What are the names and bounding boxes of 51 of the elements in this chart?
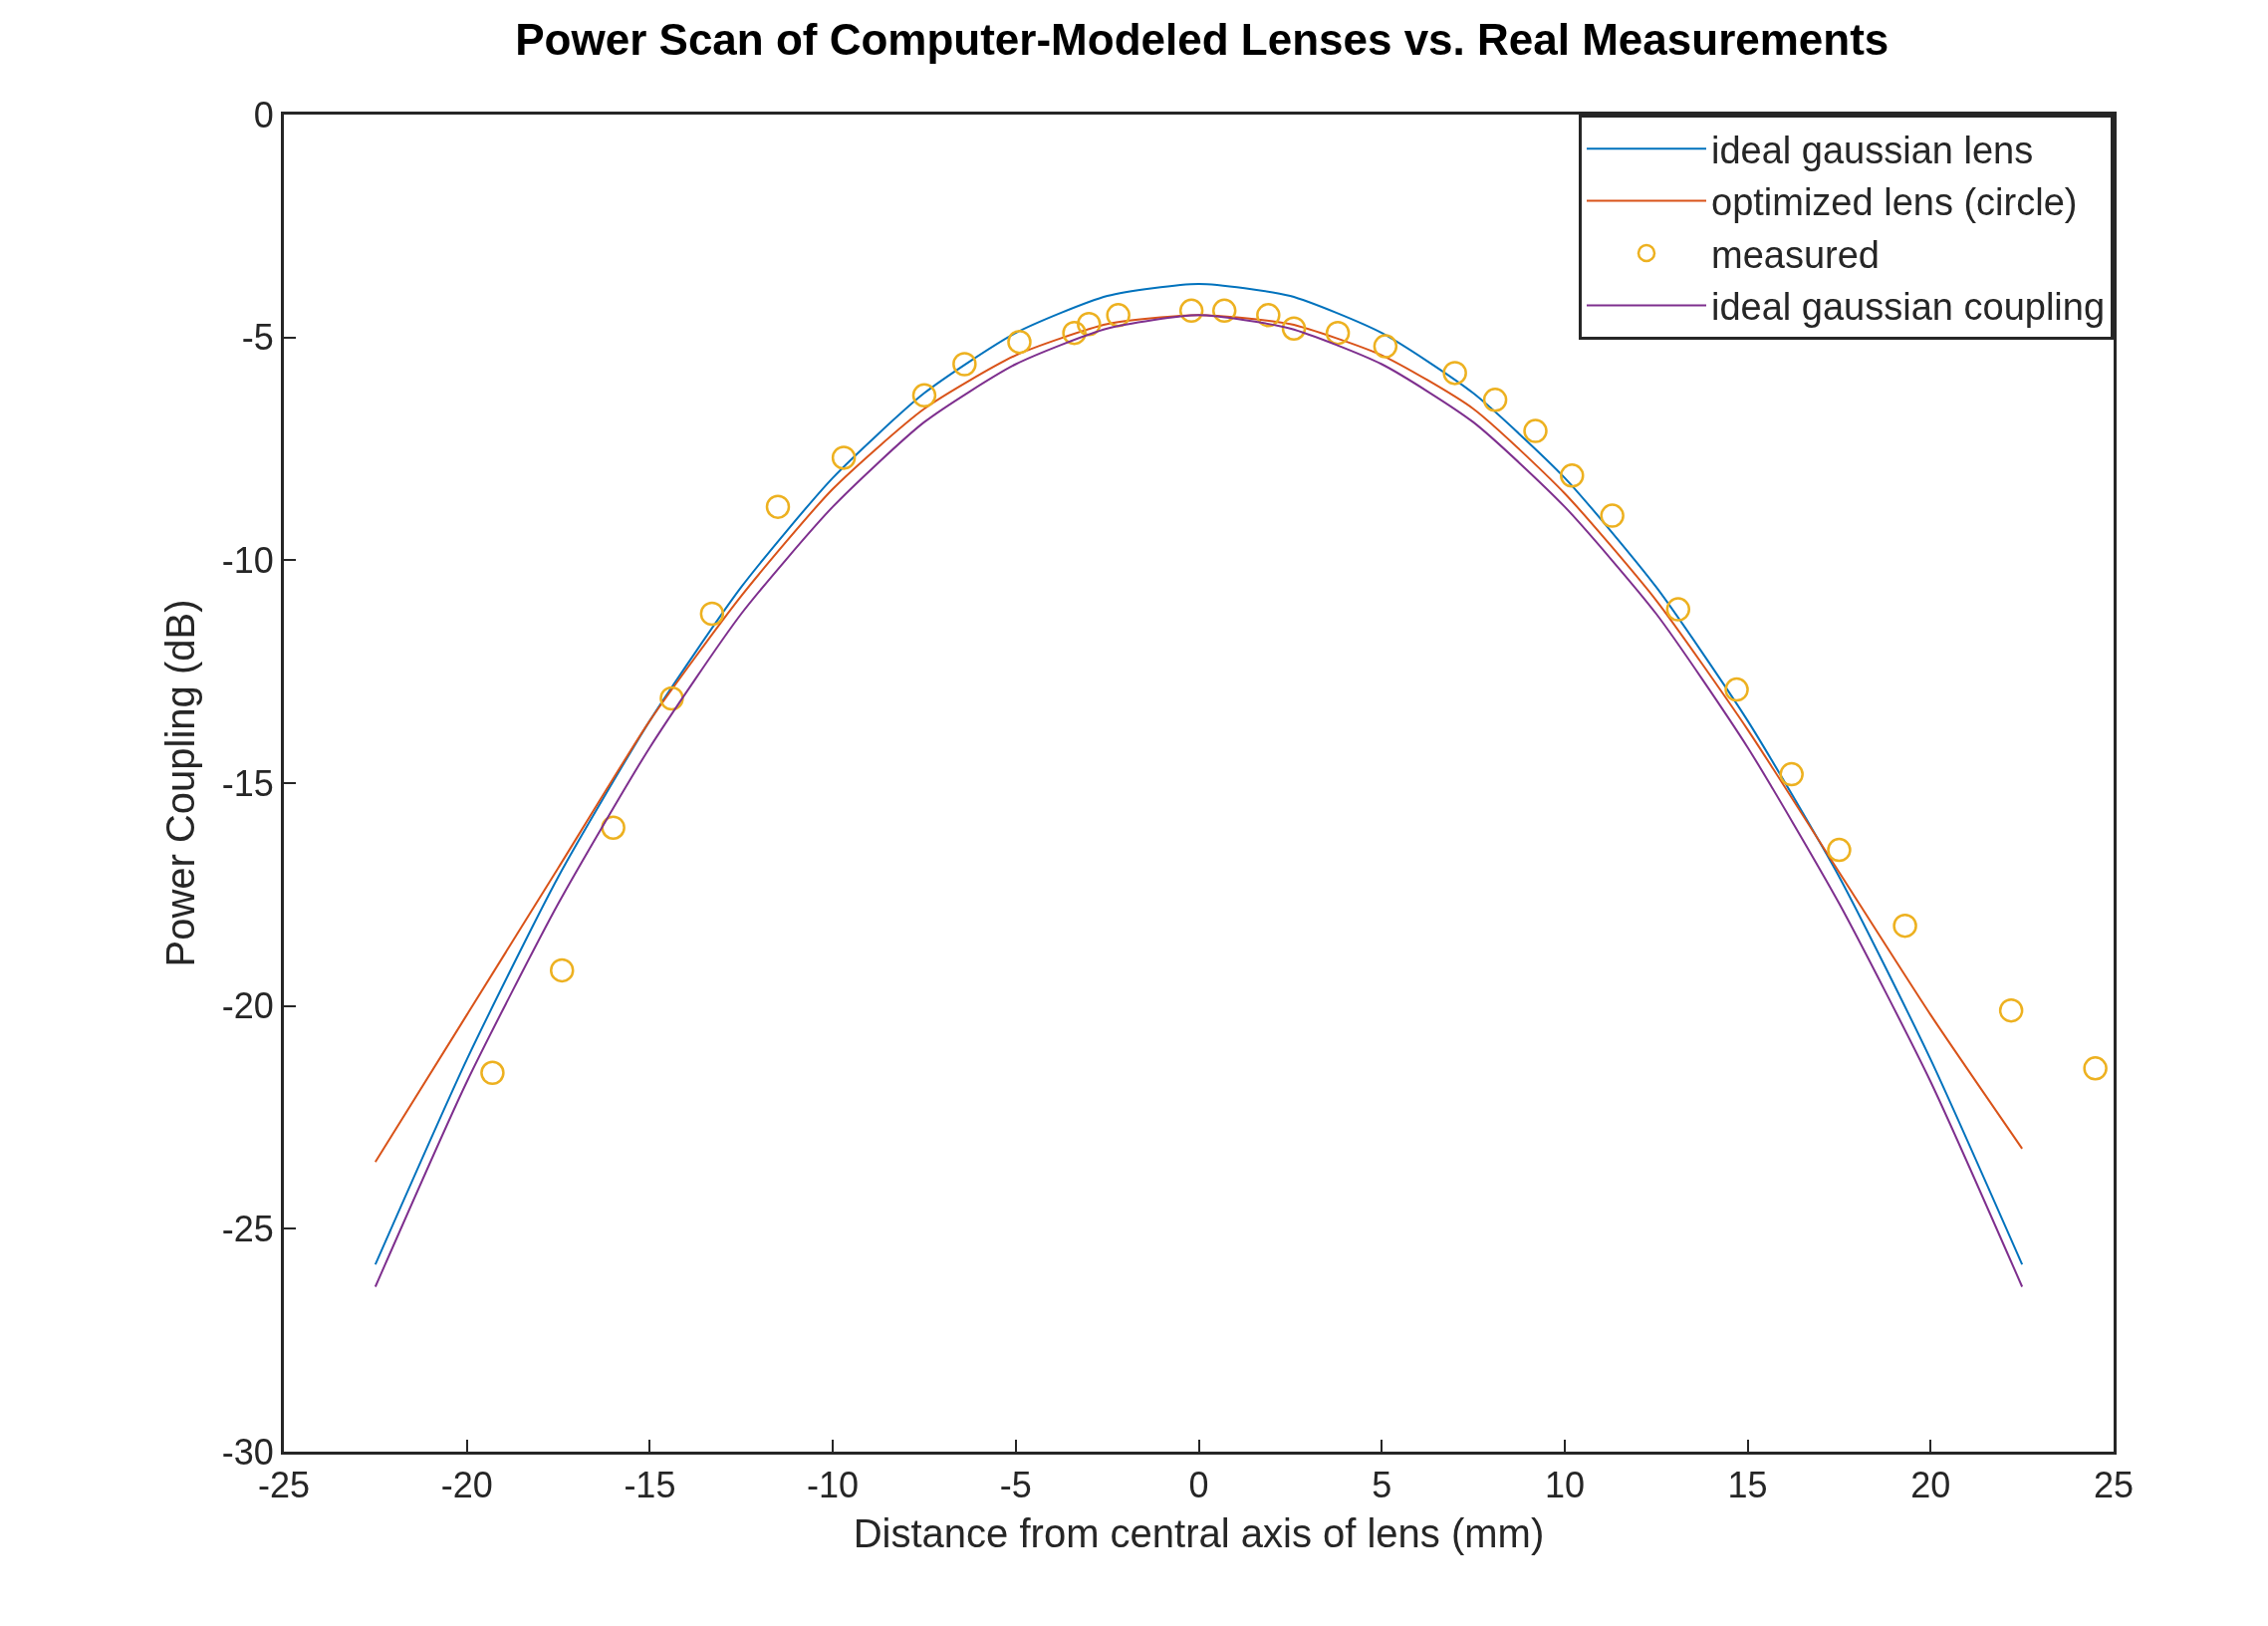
legend-label: ideal gaussian coupling: [1711, 286, 2106, 329]
point: [1892, 913, 1917, 939]
point: [1482, 388, 1508, 412]
point: [1600, 503, 1625, 528]
point: [480, 1060, 505, 1086]
point: [1827, 837, 1852, 863]
x-tick-label: 25: [2093, 1465, 2135, 1506]
point: [952, 352, 977, 377]
y-tick-label: -20: [221, 985, 274, 1027]
x-tick-label: 0: [1188, 1465, 1209, 1506]
legend-label: measured: [1711, 233, 1880, 276]
point: [699, 601, 725, 627]
legend-label: ideal gaussian lens: [1711, 130, 2034, 172]
x-tick-label: -20: [440, 1465, 493, 1506]
y-axis-title: Power Coupling (dB): [158, 599, 203, 967]
y-tick-label: 0: [253, 94, 274, 136]
y-tick-label: -30: [221, 1431, 274, 1473]
y-tick-label: -25: [221, 1208, 274, 1249]
legend-label: optimized lens (circle): [1711, 181, 2078, 224]
point: [1256, 303, 1281, 328]
point: [1281, 316, 1307, 341]
point: [2083, 1056, 2108, 1081]
point: [831, 445, 857, 470]
x-tick-label: 10: [1544, 1465, 1585, 1506]
point: [1665, 597, 1691, 622]
x-tick-label: -5: [999, 1465, 1032, 1506]
x-axis-title: Distance from central axis of lens (mm): [853, 1510, 1545, 1555]
point: [1523, 418, 1548, 443]
y-tick-label: -5: [241, 317, 274, 359]
point: [1325, 320, 1351, 346]
chart-title: Power Scan of Computer-Modeled Lenses vs. Real Measurements: [515, 15, 1890, 65]
point: [1178, 298, 1204, 324]
point: [911, 383, 937, 408]
x-tick-label: 15: [1727, 1465, 1768, 1506]
y-tick-label: -15: [221, 762, 274, 804]
x-tick-label: -10: [807, 1465, 860, 1506]
point: [1560, 463, 1585, 488]
point: [1442, 361, 1467, 386]
point: [1373, 334, 1398, 359]
x-tick-label: -15: [624, 1465, 676, 1506]
point: [1211, 298, 1237, 324]
point: [1062, 320, 1087, 346]
point: [1007, 329, 1032, 355]
x-tick-label: 20: [1910, 1465, 1951, 1506]
point: [765, 494, 791, 519]
point: [1724, 677, 1749, 702]
point: [1779, 761, 1804, 787]
point: [549, 957, 575, 983]
y-tick-label: -10: [221, 539, 274, 581]
x-tick-label: 5: [1372, 1465, 1392, 1506]
point: [1998, 997, 2024, 1023]
